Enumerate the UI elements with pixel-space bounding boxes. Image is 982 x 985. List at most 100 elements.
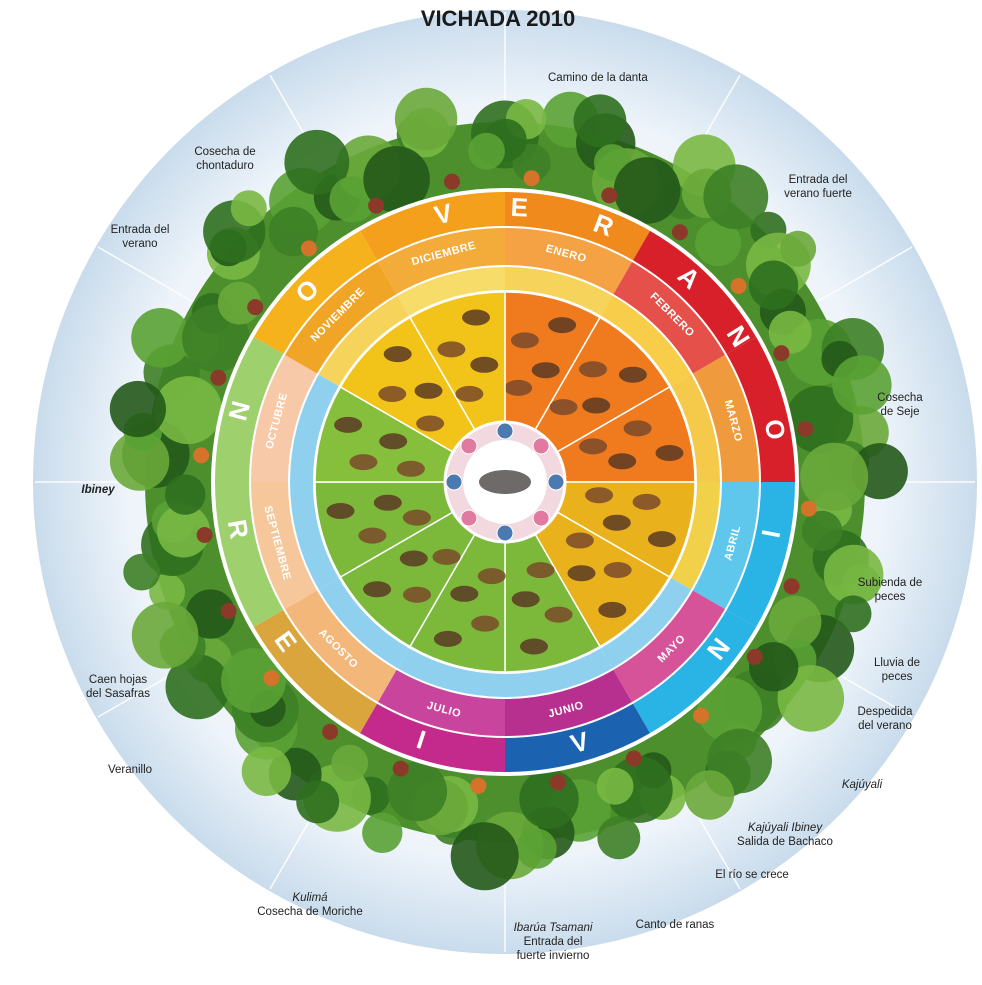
animal: [602, 514, 631, 531]
season-segment: [215, 482, 284, 627]
season-segment: [633, 230, 757, 354]
animal: [531, 362, 560, 379]
animal: [511, 591, 540, 608]
fruit: [693, 707, 710, 724]
animal: [396, 460, 425, 477]
tree: [123, 553, 161, 591]
month-segment: [505, 228, 632, 295]
month-segment: [378, 669, 505, 736]
season-segment: [505, 703, 650, 772]
month-segment: [613, 590, 725, 702]
month-segment: [251, 355, 318, 482]
animal: [582, 397, 611, 414]
animal: [379, 433, 408, 450]
center-icon: [532, 509, 550, 527]
band-segment: [397, 648, 505, 697]
animal: [378, 386, 407, 402]
tree: [697, 677, 763, 743]
tapir: [479, 470, 531, 494]
tree: [777, 665, 845, 732]
tree: [832, 355, 892, 415]
tree: [362, 812, 403, 853]
annotation: Despedida: [858, 706, 914, 718]
rings: [211, 188, 799, 776]
tree: [296, 780, 340, 824]
season-segment: [360, 703, 505, 772]
fruit: [797, 421, 814, 437]
fruit: [730, 277, 747, 294]
animal: [363, 581, 392, 598]
center-icon: [496, 422, 514, 440]
tree: [230, 190, 267, 227]
tree: [154, 376, 223, 445]
fruit: [625, 750, 642, 767]
month-segment: [285, 262, 397, 374]
animal: [526, 562, 555, 579]
tree: [131, 602, 199, 669]
month-segment: [285, 590, 397, 702]
annotation: Cosecha: [877, 392, 923, 404]
season-segment: [633, 610, 757, 734]
annotation: Entrada del: [524, 936, 583, 948]
annotation: Kajúyali Ibiney: [748, 822, 823, 834]
season-segment: [253, 610, 377, 734]
center-icon: [532, 437, 550, 455]
animal: [510, 332, 539, 349]
animal: [567, 565, 596, 582]
tree: [329, 176, 376, 223]
tree: [450, 822, 519, 891]
annotation: fuerte invierno: [517, 950, 590, 962]
annotation: Lluvia de: [874, 657, 920, 669]
tree: [217, 281, 261, 325]
tree: [221, 648, 286, 713]
title: VICHADA 2010: [421, 6, 575, 31]
tree: [613, 157, 681, 224]
annotation: chontaduro: [196, 160, 254, 172]
annotation: peces: [875, 591, 906, 603]
fruit: [322, 723, 339, 740]
tree: [768, 310, 812, 354]
annotation: El río se crece: [715, 869, 789, 881]
fruit: [196, 527, 213, 543]
band-segment: [318, 578, 409, 669]
month-segment: [378, 228, 505, 295]
season-segment: [726, 482, 795, 627]
center-icon: [460, 437, 478, 455]
center-icon: [460, 509, 478, 527]
tree: [801, 510, 843, 552]
fruit: [783, 578, 800, 595]
animal: [416, 415, 445, 432]
animal: [399, 550, 428, 567]
tree: [331, 744, 369, 782]
season-letter: R: [222, 517, 255, 541]
fruit: [210, 369, 227, 386]
tree: [394, 87, 458, 151]
band-segment: [601, 578, 692, 669]
fruit: [523, 170, 540, 187]
fruit: [773, 345, 790, 362]
season-segment: [360, 192, 505, 261]
band-segment: [671, 374, 720, 482]
animal: [520, 638, 548, 655]
fruit: [671, 224, 688, 241]
tree: [597, 816, 641, 860]
tree: [516, 828, 557, 869]
animal: [402, 509, 431, 526]
fruit: [220, 602, 237, 619]
month-segment: [251, 482, 318, 609]
month-segment: [692, 482, 759, 609]
animal: [471, 615, 500, 632]
animal: [504, 379, 533, 396]
month-segment: [692, 355, 759, 482]
animal: [623, 420, 652, 437]
tree: [684, 770, 735, 820]
band-segment: [601, 295, 692, 386]
fruit: [470, 777, 487, 794]
fruit: [800, 500, 817, 517]
animal: [462, 309, 490, 326]
animal: [579, 361, 607, 378]
tree: [185, 589, 236, 639]
animal: [403, 586, 431, 603]
tree: [363, 146, 430, 213]
animal: [432, 548, 461, 565]
